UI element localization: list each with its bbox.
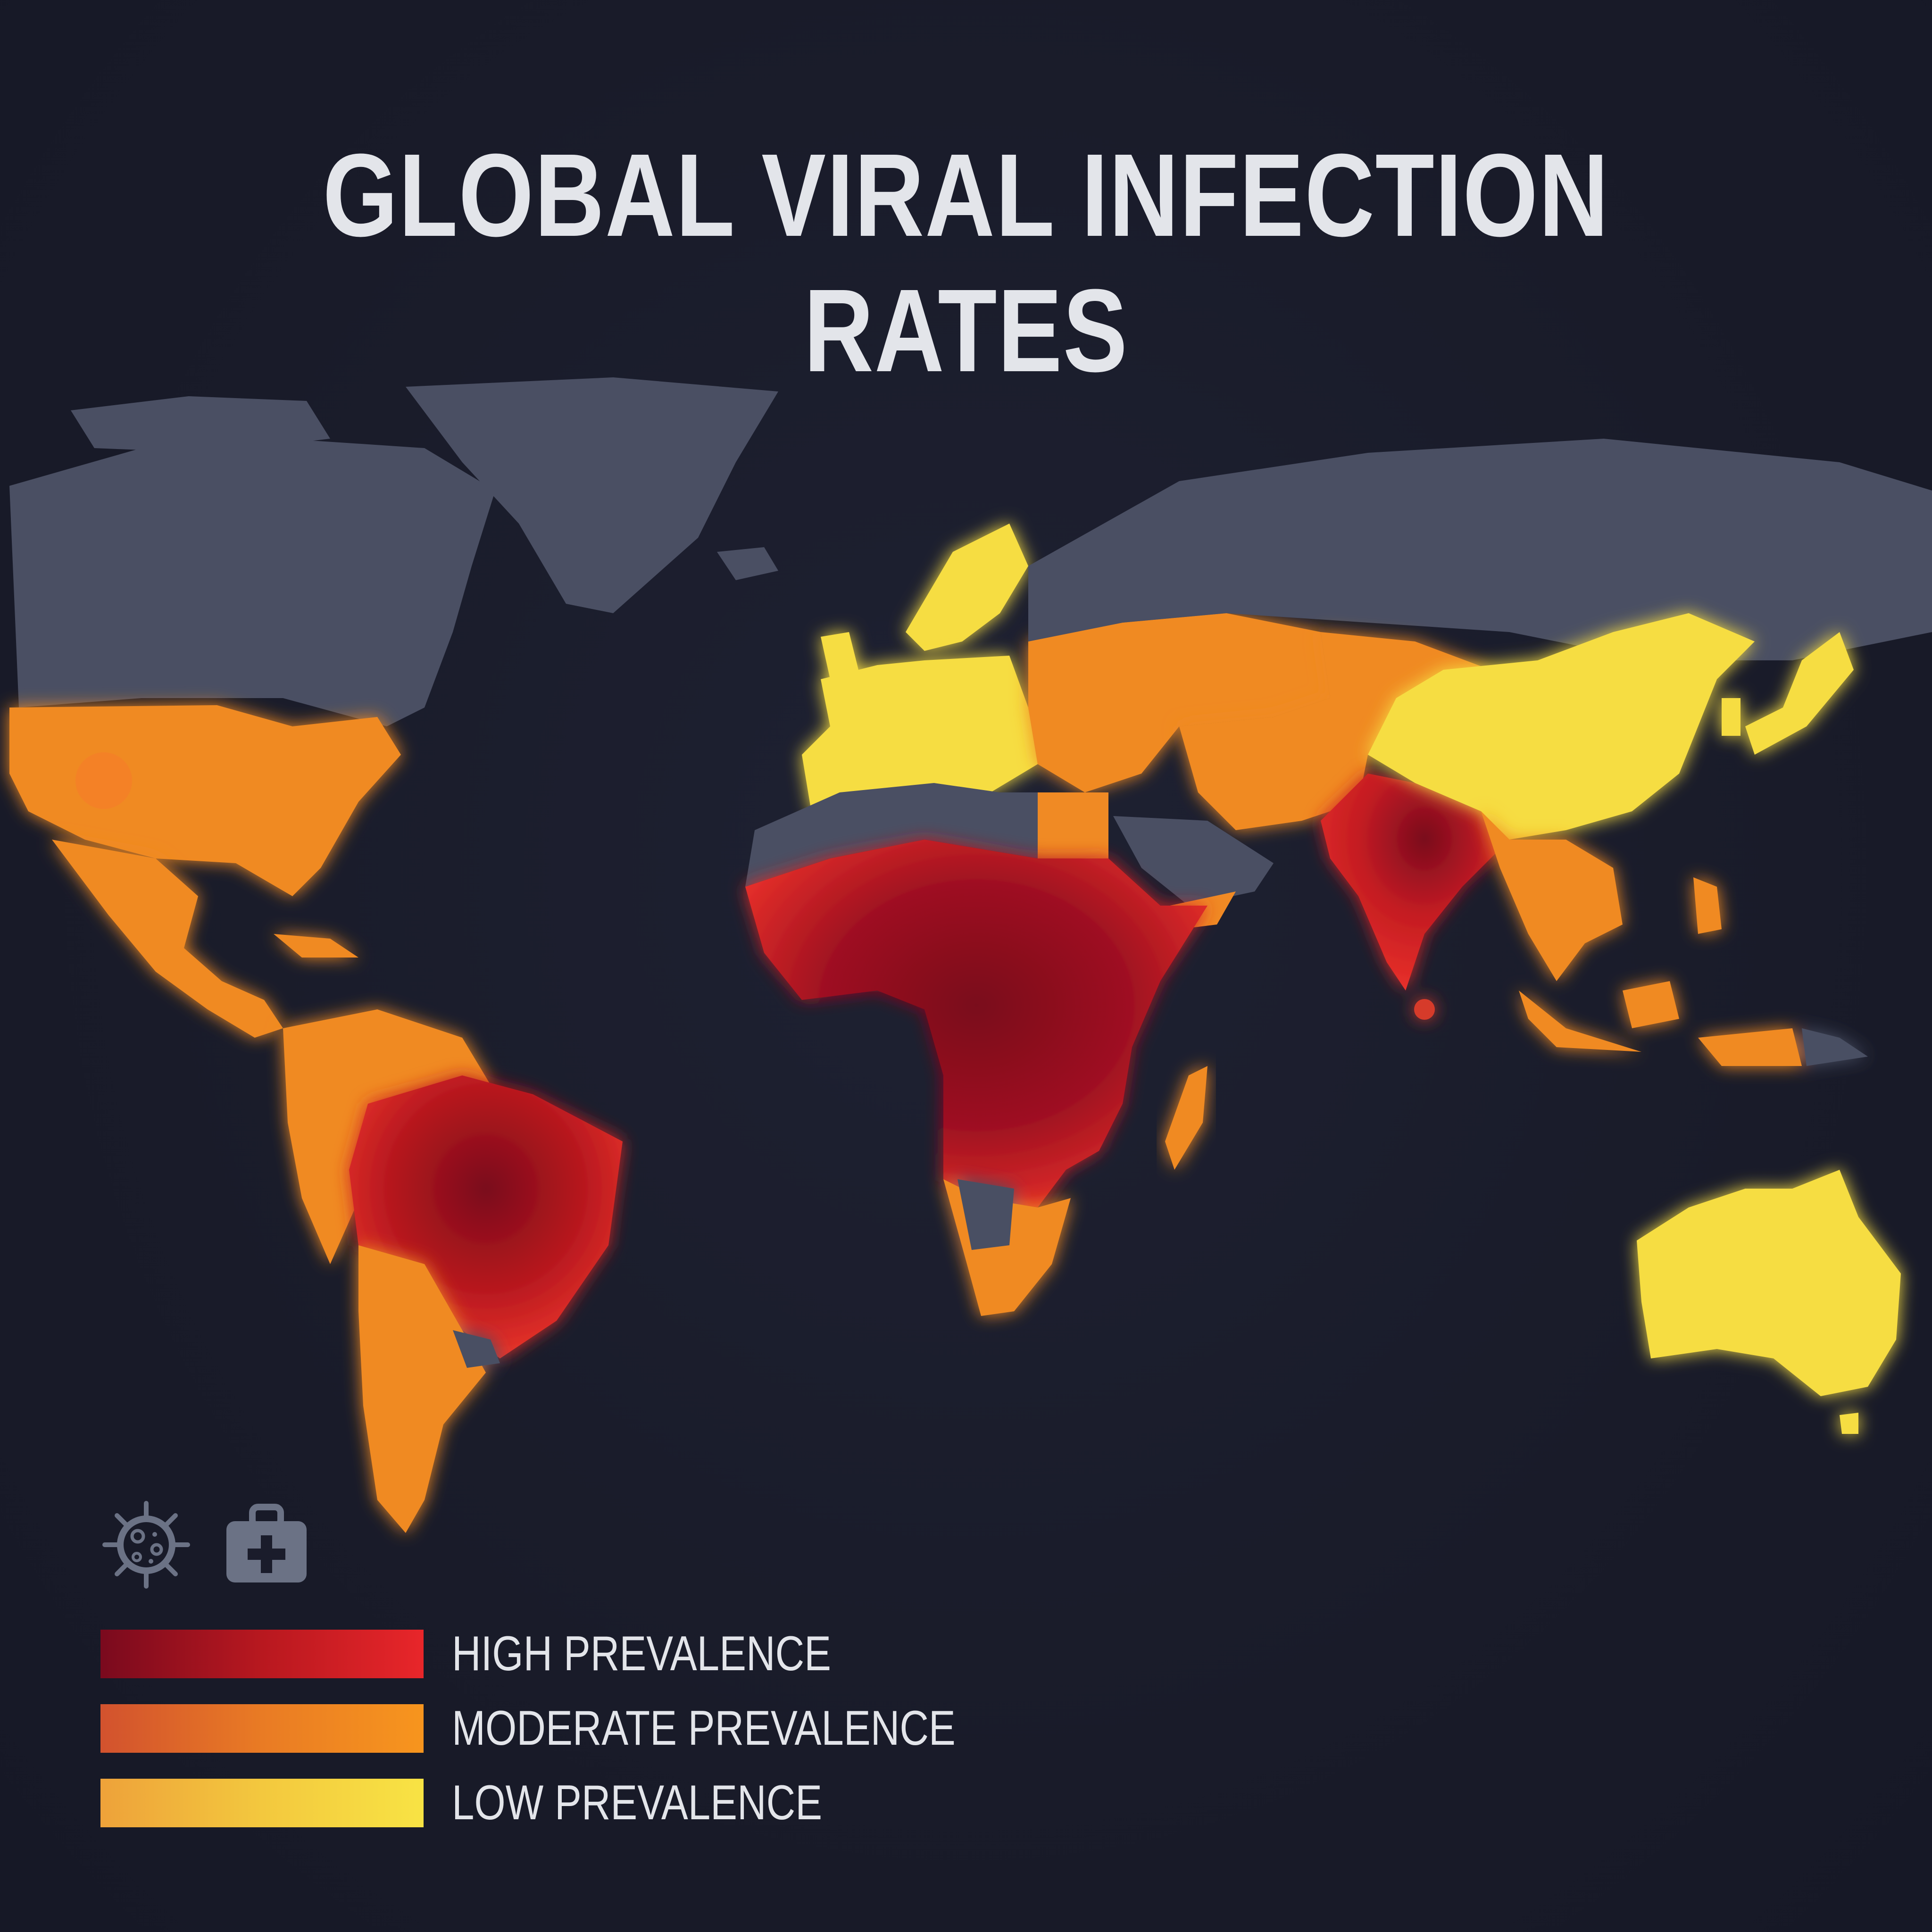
region-canada [9,396,495,726]
region-australia [1637,1170,1901,1434]
icon-row [99,1498,314,1592]
region-western-europe [802,632,1038,816]
legend-item-moderate: MODERATE PREVALENCE [100,1701,1066,1756]
region-russia [1028,439,1932,660]
region-greenland [406,377,778,613]
legend-swatch-moderate [100,1704,424,1753]
legend-item-low: LOW PREVALENCE [100,1775,1066,1830]
region-sub-saharan-africa [745,840,1208,1208]
region-southern-africa [943,1179,1071,1316]
region-china [1368,613,1854,840]
legend-label-high: HIGH PREVALENCE [452,1626,832,1681]
map-title: GLOBAL VIRAL INFECTION RATES [323,129,1609,396]
legend-swatch-high [100,1630,424,1678]
region-southeast-asia [1481,811,1868,1066]
region-brazil [349,1075,623,1358]
region-scandinavia [906,524,1028,651]
region-argentina-chile [358,1245,500,1533]
region-central-asia [1179,632,1491,830]
region-eastern-europe [1028,613,1330,792]
virus-icon [102,1501,190,1589]
legend: HIGH PREVALENCE MODERATE PREVALENCE LOW … [100,1626,1066,1853]
region-mexico-central-america [52,840,358,1038]
region-madagascar [1165,1066,1208,1170]
world-map [0,368,1932,1547]
legend-swatch-low [100,1779,424,1827]
region-india [1321,774,1509,1020]
legend-label-moderate: MODERATE PREVALENCE [452,1701,956,1756]
legend-label-low: LOW PREVALENCE [452,1775,823,1830]
medical-kit-icon [226,1504,307,1582]
region-north-africa [745,783,1108,887]
region-usa [9,705,401,896]
legend-item-high: HIGH PREVALENCE [100,1626,1066,1681]
